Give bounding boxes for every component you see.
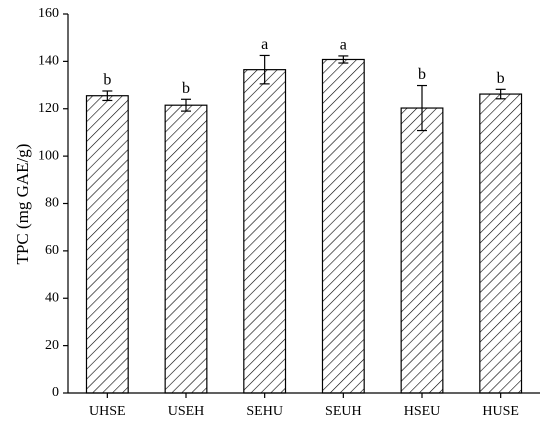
- error-bar: [102, 90, 113, 102]
- x-tick-label: HSEU: [404, 404, 441, 419]
- significance-letter: a: [340, 37, 347, 54]
- y-tick-label: 20: [45, 338, 59, 353]
- error-bar: [417, 84, 427, 132]
- bar: [479, 93, 523, 394]
- y-tick-label: 0: [52, 385, 59, 400]
- bar: [164, 104, 208, 394]
- significance-letter: a: [261, 36, 268, 53]
- y-tick-label: 140: [38, 54, 59, 69]
- x-tick-label: SEUH: [325, 404, 362, 419]
- y-tick-label: 40: [45, 290, 59, 305]
- x-tick-label: USEH: [168, 404, 205, 419]
- bar: [243, 69, 287, 394]
- y-tick-label: 80: [45, 196, 59, 211]
- x-tick-label: UHSE: [89, 404, 126, 419]
- significance-letter: b: [103, 72, 111, 89]
- error-bar: [259, 54, 270, 85]
- error-bar: [495, 88, 506, 100]
- significance-letter: b: [182, 80, 190, 97]
- significance-letter: b: [497, 70, 505, 87]
- x-tick-label: HUSE: [482, 404, 519, 419]
- bar: [321, 58, 365, 394]
- y-tick-label: 60: [45, 243, 59, 258]
- significance-letter: b: [418, 66, 426, 83]
- y-tick-label: 100: [38, 148, 59, 163]
- x-tick-label: SEHU: [246, 404, 283, 419]
- y-tick-label: 120: [38, 101, 59, 116]
- y-tick-label: 160: [38, 6, 59, 21]
- bar: [85, 95, 129, 394]
- error-bar: [338, 55, 349, 64]
- error-bar: [181, 98, 191, 112]
- bar: [400, 107, 444, 394]
- y-axis-label: TPC (mg GAE/g): [13, 144, 32, 265]
